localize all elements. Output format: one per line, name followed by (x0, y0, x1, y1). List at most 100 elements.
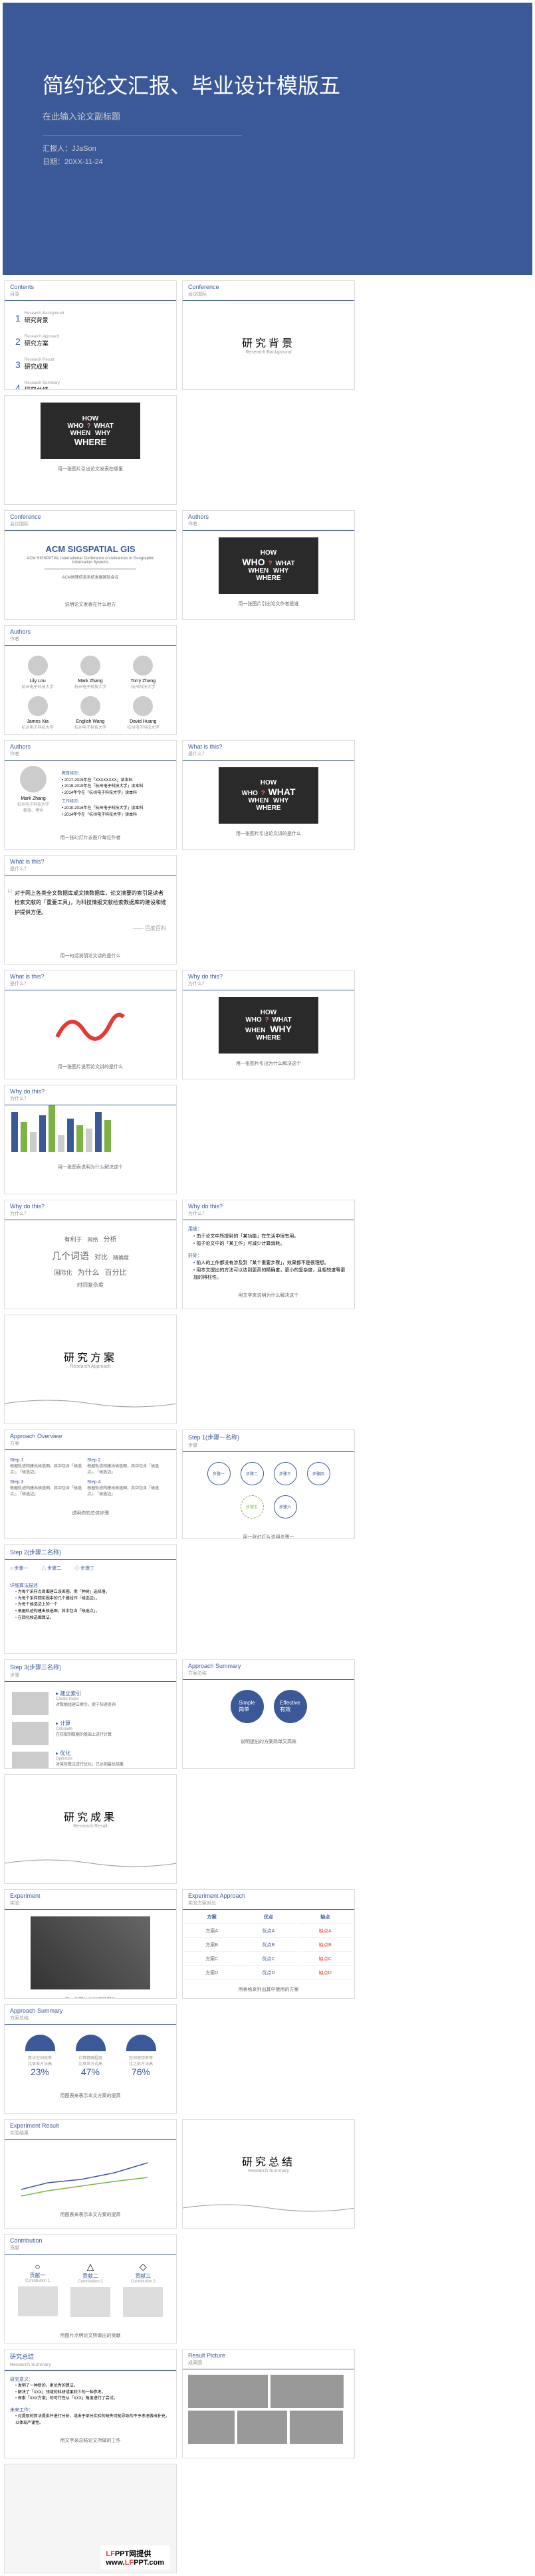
blackboard-image: HOW WHO ? WHAT WHEN WHY WHERE (219, 997, 318, 1054)
what-cable-slide: What is this?是什么？ 用一张图片说明论文讲的是什么 (4, 970, 177, 1079)
slide-header: 研究总结Research Summary (5, 2349, 176, 2371)
approach-summary-slide: Approach Summary方案总结 Simple简单 Effective有… (182, 1659, 355, 1769)
slide-header: Conference会议国际 (5, 511, 176, 531)
slide-header: Step 1(步骤一名称)步骤 (183, 1430, 354, 1452)
watermark: LFPPT网提供 www.LFPPT.com (100, 2545, 169, 2569)
experiment-slide: Experiment实验 用一张图片引出实验部分 (4, 1889, 177, 1999)
slide-header: Why do this?为什么？ (183, 1200, 354, 1220)
caption: 用一张幻灯片去推介每位作者 (5, 834, 176, 841)
avatar (28, 696, 48, 716)
step2-slide: Step 2(步骤二名称) ○ 步骤一△ 步骤二◇ 步骤三 详细算法描述 为每个… (4, 1544, 177, 1654)
author-detail-slide: Authors作者 Mark Zhang 杭州电子科技大学 教授、博导 教育经历… (4, 740, 177, 850)
slide-header: Why do this?为什么？ (5, 1085, 176, 1105)
image-gallery (183, 2369, 354, 2449)
thumbnail (70, 2287, 110, 2317)
experiment-result-slide: Experiment Result实验结果 用图表来表示本文方案的提高 (4, 2119, 177, 2229)
section-title: 研究背景 Research Background (183, 301, 354, 355)
slide-header: What is this?是什么？ (5, 856, 176, 875)
step-tabs: ○ 步骤一△ 步骤二◇ 步骤三 (5, 1560, 176, 1577)
authors-grid-slide: Authors作者 Lily Lou杭州电子科技大学Mark Zhang杭州电子… (4, 625, 177, 735)
step-tab: △ 步骤二 (41, 1565, 61, 1572)
caption: 用一句话说明论文讲的是什么 (5, 953, 176, 959)
authors-intro-slide: Authors作者 HOW WHO ? WHAT WHEN WHY WHERE … (182, 510, 355, 620)
thumbnail (12, 1722, 49, 1745)
wave-decoration (5, 1857, 176, 1870)
step-tab: ◇ 步骤三 (74, 1565, 94, 1572)
caption: 用一张图片引出论文发表在哪里 (5, 466, 176, 472)
section-summary-slide: 研究总结 Research Summary (182, 2119, 355, 2229)
simple-circle: Simple简单 (231, 1690, 264, 1723)
avatar (80, 656, 100, 676)
bar (104, 1120, 111, 1152)
research-summary-text-slide: 研究总结Research Summary 研究意义： 发明了一种新的、更优秀的算… (4, 2349, 177, 2458)
slide-header: Authors作者 (5, 626, 176, 646)
bar-chart (5, 1105, 176, 1158)
acm-title: ACM SIGSPATIAL GIS (18, 544, 163, 554)
toc-item: 1Research Background研究背景 (15, 312, 92, 324)
slide-header: Step 2(步骤二名称) (5, 1545, 176, 1560)
author-item: Torry Zhang杭州科技大学 (120, 656, 167, 690)
comparison-table: 方案优点缺点方案A优点A缺点A方案B优点B缺点B方案C优点C缺点C方案D优点D缺… (183, 1910, 354, 1981)
what-quote-slide: What is this?是什么？ 对于网上各类全文数据库或文摘数据库，论文摘要… (4, 855, 177, 965)
bar (30, 1132, 37, 1152)
thumbnail (12, 1752, 49, 1769)
avatar (20, 766, 47, 792)
slide-header: What is this?是什么？ (5, 970, 176, 990)
caption: 用文字来说明为什么解决这个 (183, 1292, 354, 1299)
slide-header: Authors作者 (5, 741, 176, 761)
acm-slide: Conference会议国际 ACM SIGSPATIAL GIS ACM SI… (4, 510, 177, 620)
main-title: 简约论文汇报、毕业设计模版五 (43, 69, 492, 100)
thumbnail (18, 2286, 58, 2316)
blackboard-image: HOW WHO ? WHAT WHEN WHY WHERE (219, 767, 318, 824)
slide-header: Experiment Result实验结果 (5, 2120, 176, 2140)
bar (11, 1112, 18, 1152)
bar (95, 1112, 102, 1152)
section-background-slide: Conference会议国际 研究背景 Research Background (182, 280, 355, 390)
avatar (80, 696, 100, 716)
slide-header: Approach Summary方案总结 (183, 1660, 354, 1680)
title-slide: 简约论文汇报、毕业设计模版五 在此输入论文副标题 汇报人：JJaSon 日期：2… (3, 3, 532, 275)
experiment-approach-slide: Experiment Approach实验方案对比 方案优点缺点方案A优点A缺点… (182, 1889, 355, 1999)
flow-node: 步骤三 (274, 1462, 297, 1485)
slide-header: What is this?是什么？ (183, 741, 354, 761)
line-chart (5, 2140, 176, 2206)
slide-header: Authors作者 (183, 511, 354, 531)
step-item: Step 1根据轨迹构建出候选图，其中包含「候选点」、「候选边」 (10, 1458, 87, 1475)
percentage-row: 算法空间效率比草差方法高23%计算精确程度比草差方式高47%空间使用率等比之前方… (5, 2025, 176, 2087)
caption: 用文字来总结论文所做的工作 (5, 2437, 176, 2444)
step-item: Step 4根据轨迹构建出候选图，其中包含「候选点」、「候选边」 (87, 1480, 164, 1497)
thumbnail (12, 1692, 49, 1715)
caption: 说明提出的方案简单又高效 (183, 1738, 354, 1745)
step3-slide: Step 3(步骤三名称)步骤 ▸ 建立索引Create Index对数据组建立… (4, 1659, 177, 1769)
caption: 说明论文发表在什么地方 (5, 601, 176, 608)
slide-header: Contribution贡献 (5, 2235, 176, 2254)
toc-item: 2Research Approach研究方案 (15, 335, 92, 347)
what-intro-slide: What is this?是什么？ HOW WHO ? WHAT WHEN WH… (182, 740, 355, 850)
slide-header: Step 3(步骤三名称)步骤 (5, 1660, 176, 1682)
step-item: Step 2根据轨迹构建出候选图，其中包含「候选点」、「候选边」 (87, 1458, 164, 1475)
caption: 说明你的总体步骤 (5, 1510, 176, 1517)
quote-block: 对于网上各类全文数据库或文摘数据库，论文摘要的索引是读者检索文献的「重要工具」，… (5, 875, 176, 947)
wave-decoration (183, 2201, 354, 2215)
subtitle: 在此输入论文副标题 (43, 110, 492, 122)
bar (67, 1119, 74, 1152)
bar (49, 1105, 55, 1152)
why-text-slide: Why do this?为什么？ 用途： 由于论文中所提到的「某功能」在生活中很… (182, 1200, 355, 1309)
blackboard-slide: HOW WHO ? WHAT WHEN WHY WHERE 用一张图片引出论文发… (4, 395, 177, 505)
bar (39, 1115, 46, 1152)
author-item: Lily Lou杭州电子科技大学 (14, 656, 61, 690)
section-title: 研究成果 Research Result (5, 1775, 176, 1829)
slide-header: Approach Summary方案总结 (5, 2005, 176, 2025)
why-intro-slide: Why do this?为什么？ HOW WHO ? WHAT WHEN WHY… (182, 970, 355, 1079)
caption: 用一张图片引出论文讲的是什么 (183, 830, 354, 837)
step3-item: ▸ 优化Opitimize对某些算法进行优化，已达到最优结果 (10, 1750, 171, 1769)
bar (76, 1125, 83, 1152)
author-item: English Wang杭州电子科技大学 (66, 696, 114, 730)
wave-decoration (5, 1397, 176, 1410)
reporter-label: 汇报人： (43, 145, 72, 153)
caption: 用一张图片引出为什么解决这个 (183, 1060, 354, 1067)
slide-header: Result Picture成果图 (183, 2349, 354, 2369)
percentage-item: 空间使用率等比之前方法高76% (126, 2035, 156, 2077)
caption: 用图表来表示本文方案的提高 (5, 2211, 176, 2218)
watermark-slide: LFPPT网提供 www.LFPPT.com (4, 2464, 177, 2573)
